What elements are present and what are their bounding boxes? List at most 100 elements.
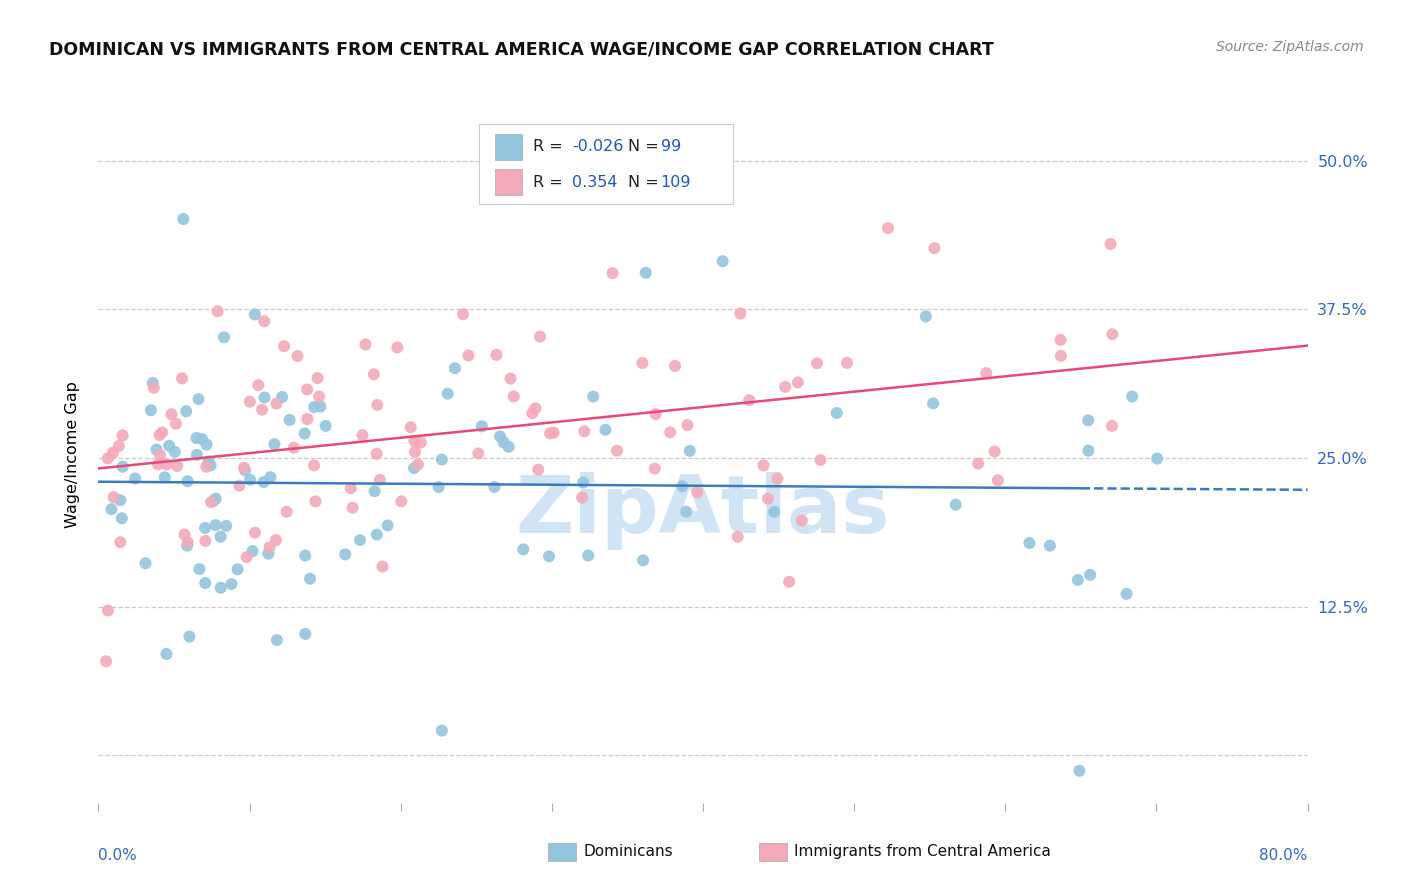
- Point: [163, 445, 186, 459]
- Point: [644, 407, 666, 421]
- Point: [250, 402, 273, 417]
- Point: [233, 460, 256, 475]
- Text: 109: 109: [661, 175, 692, 189]
- Point: [302, 458, 325, 473]
- Text: N =: N =: [628, 139, 664, 154]
- Point: [176, 474, 198, 488]
- Point: [366, 447, 388, 461]
- Point: [266, 396, 288, 410]
- Text: Source: ZipAtlas.com: Source: ZipAtlas.com: [1216, 40, 1364, 54]
- Point: [730, 306, 752, 320]
- Text: N =: N =: [628, 175, 664, 189]
- Point: [1146, 451, 1168, 466]
- Point: [103, 490, 125, 504]
- Point: [340, 481, 363, 495]
- Point: [215, 519, 238, 533]
- Point: [221, 577, 243, 591]
- Point: [644, 461, 666, 475]
- Point: [252, 475, 274, 489]
- Point: [659, 425, 682, 440]
- Text: Immigrants from Central America: Immigrants from Central America: [794, 845, 1052, 859]
- Point: [243, 525, 266, 540]
- Point: [502, 389, 524, 403]
- Point: [444, 361, 467, 376]
- Text: 0.0%: 0.0%: [98, 848, 138, 863]
- Point: [202, 494, 225, 508]
- Point: [631, 356, 654, 370]
- Text: 80.0%: 80.0%: [1260, 848, 1308, 863]
- Point: [287, 349, 309, 363]
- Point: [583, 173, 606, 187]
- Point: [247, 378, 270, 392]
- Point: [166, 458, 188, 473]
- Point: [406, 458, 429, 472]
- Point: [235, 550, 257, 565]
- Point: [595, 423, 617, 437]
- Point: [574, 425, 596, 439]
- Point: [366, 527, 388, 541]
- Point: [1099, 236, 1122, 251]
- Point: [1050, 349, 1073, 363]
- Point: [191, 432, 214, 446]
- Point: [527, 463, 550, 477]
- Point: [233, 463, 256, 477]
- Point: [297, 412, 319, 426]
- Point: [1039, 539, 1062, 553]
- Text: Dominicans: Dominicans: [583, 845, 673, 859]
- Point: [111, 459, 134, 474]
- Point: [363, 484, 385, 499]
- Point: [194, 521, 217, 535]
- Point: [825, 406, 848, 420]
- Point: [200, 495, 222, 509]
- Point: [354, 337, 377, 351]
- Point: [111, 511, 134, 525]
- Point: [499, 371, 522, 385]
- Point: [176, 539, 198, 553]
- Point: [97, 603, 120, 617]
- Point: [606, 443, 628, 458]
- Point: [239, 473, 262, 487]
- Point: [451, 307, 474, 321]
- Point: [142, 381, 165, 395]
- Point: [257, 547, 280, 561]
- Point: [243, 308, 266, 322]
- Point: [107, 439, 129, 453]
- Point: [810, 453, 832, 467]
- Point: [212, 330, 235, 344]
- Point: [309, 400, 332, 414]
- Point: [492, 435, 515, 450]
- Point: [675, 505, 697, 519]
- Text: ZipAtlas: ZipAtlas: [516, 472, 890, 549]
- Point: [806, 356, 828, 370]
- Point: [283, 441, 305, 455]
- Point: [773, 380, 796, 394]
- Point: [484, 480, 506, 494]
- Point: [987, 473, 1010, 487]
- Point: [271, 390, 294, 404]
- Point: [209, 530, 232, 544]
- Point: [278, 413, 301, 427]
- Point: [877, 221, 900, 235]
- Point: [135, 556, 157, 570]
- Text: R =: R =: [533, 139, 568, 154]
- Point: [209, 581, 232, 595]
- Point: [763, 505, 786, 519]
- Point: [1101, 418, 1123, 433]
- Point: [156, 458, 179, 472]
- Point: [165, 417, 187, 431]
- Point: [172, 371, 194, 385]
- Point: [197, 454, 219, 468]
- Point: [1101, 327, 1123, 342]
- Point: [489, 429, 512, 443]
- Point: [366, 398, 388, 412]
- Point: [522, 406, 544, 420]
- Point: [194, 576, 217, 591]
- Point: [335, 547, 357, 561]
- Point: [146, 458, 169, 472]
- Point: [253, 391, 276, 405]
- Point: [576, 549, 599, 563]
- Point: [404, 434, 426, 449]
- Point: [142, 376, 165, 390]
- Point: [264, 533, 287, 548]
- Point: [124, 471, 146, 485]
